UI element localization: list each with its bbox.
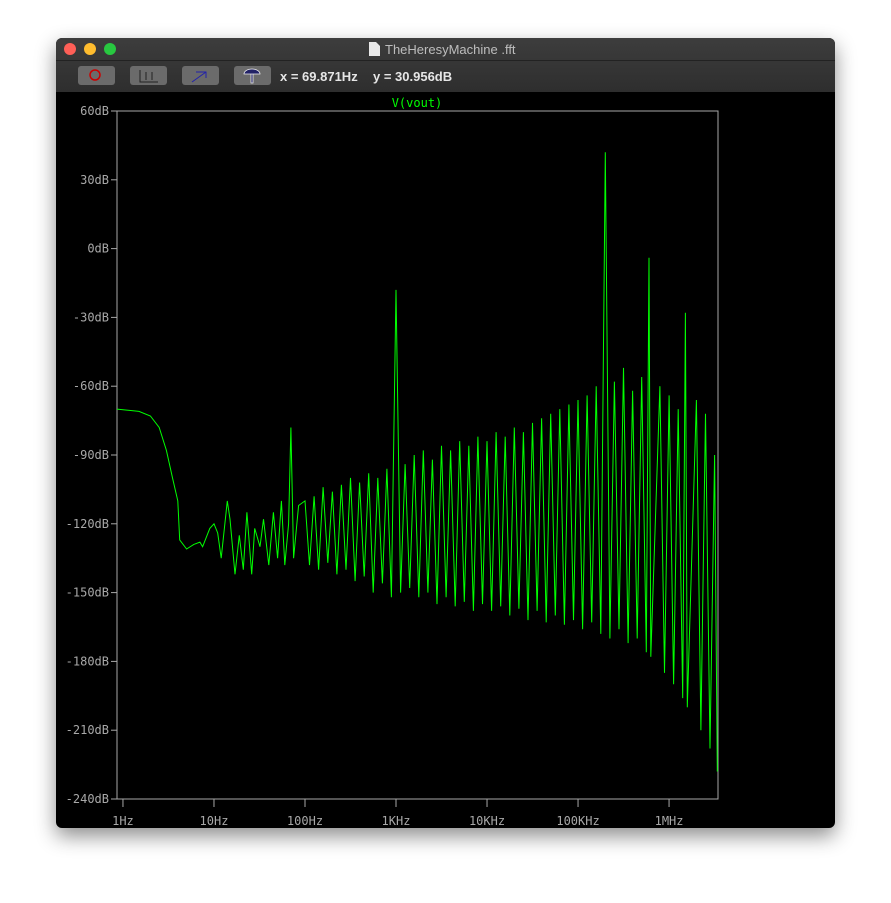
x-tick-label: 1MHz [655,814,684,828]
y-tick-label: -210dB [66,723,109,737]
window-frame [56,38,835,828]
minimize-button[interactable] [84,43,96,55]
cursor-x: x = 69.871Hz [280,69,358,84]
icon [243,68,261,84]
y-tick-label: -150dB [66,586,109,600]
cursor-y: y = 30.956dB [373,69,452,84]
icon [139,70,158,83]
x-tick-label: 10KHz [469,814,505,828]
y-tick-label: 30dB [80,173,109,187]
y-tick-label: 60dB [80,104,109,118]
y-tick-label: 0dB [87,242,109,256]
autorange-tool[interactable] [130,66,167,85]
x-tick-label: 100KHz [556,814,599,828]
icon [191,71,207,83]
y-tick-label: -60dB [73,379,109,393]
x-tick-label: 1KHz [382,814,411,828]
x-tick-label: 10Hz [200,814,229,828]
zoom-button[interactable] [104,43,116,55]
y-tick-label: -240dB [66,792,109,806]
x-tick-label: 1Hz [112,814,134,828]
y-tick-label: -90dB [73,448,109,462]
x-tick-label: 100Hz [287,814,323,828]
zoom-tool[interactable] [78,66,115,85]
y-tick-label: -120dB [66,517,109,531]
window-title: TheHeresyMachine .fft [385,42,516,57]
close-button[interactable] [64,43,76,55]
trace [116,152,718,772]
icon [89,69,101,81]
document-icon [369,42,380,56]
y-tick-label: -30dB [73,310,109,324]
y-tick-label: -180dB [66,654,109,668]
toolbar: x = 69.871Hz y = 30.956dB [78,66,452,85]
trace-label: V(vout) [392,96,443,110]
